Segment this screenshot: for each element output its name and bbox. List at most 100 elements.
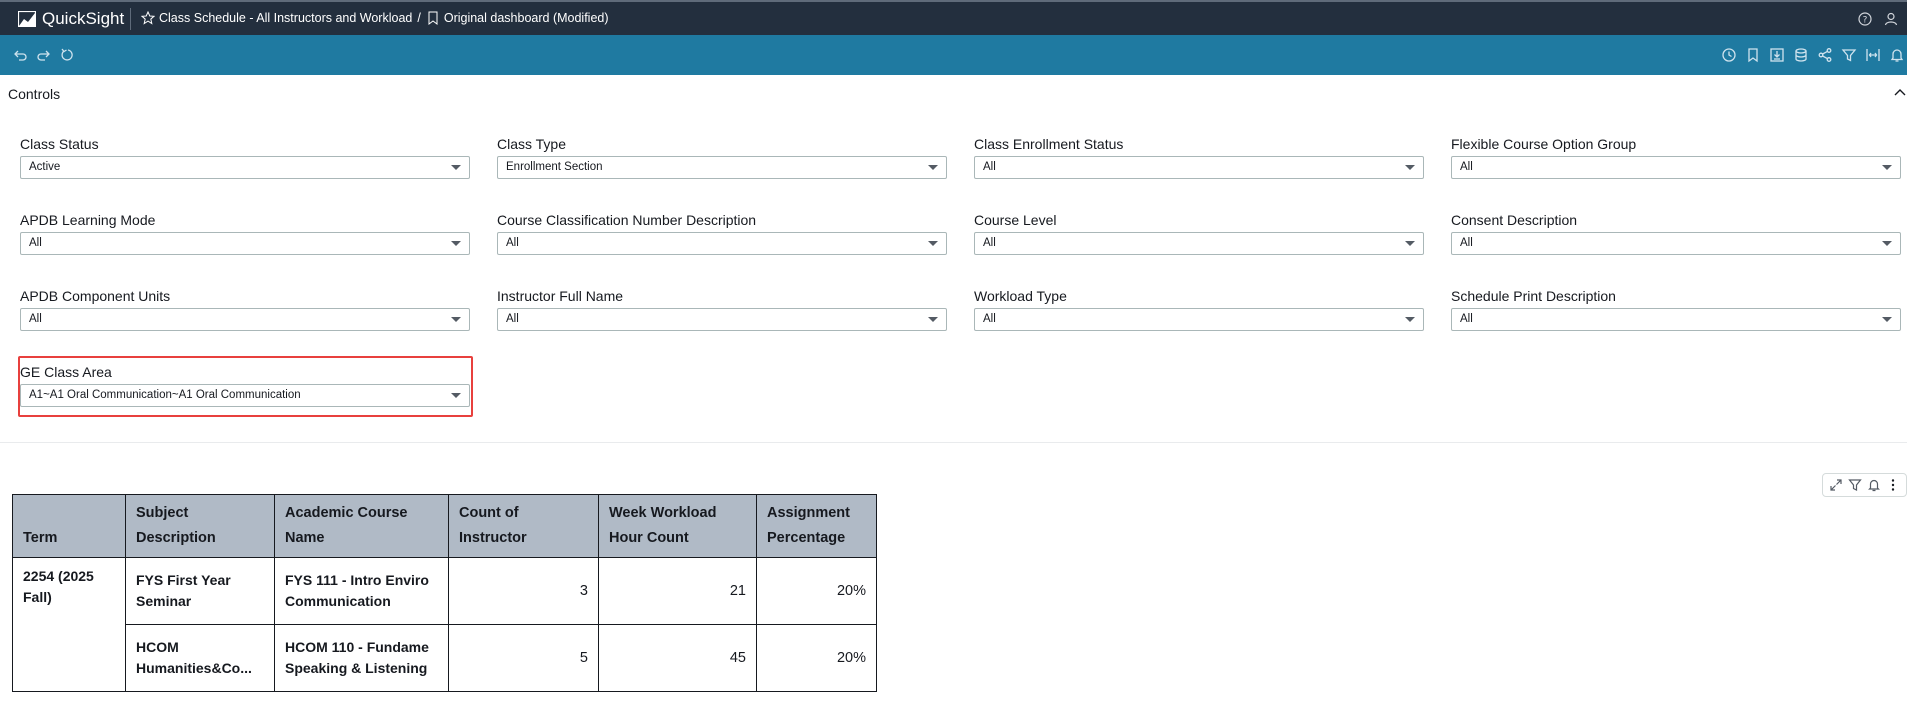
svg-text:?: ? <box>1863 16 1868 26</box>
course-level-dropdown[interactable]: All <box>974 232 1424 255</box>
control-label: Workload Type <box>974 288 1067 304</box>
table-row: 2254 (2025 Fall) FYS First Year Seminar … <box>12 557 877 692</box>
dropdown-caret-icon <box>928 317 938 322</box>
download-icon[interactable] <box>1769 47 1785 63</box>
count-cell[interactable]: 5 <box>448 624 599 692</box>
class-enrollment-status-dropdown[interactable]: All <box>974 156 1424 179</box>
dropdown-caret-icon <box>1882 317 1892 322</box>
dropdown-caret-icon <box>451 393 461 398</box>
dropdown-caret-icon <box>1882 165 1892 170</box>
dropdown-caret-icon <box>1405 241 1415 246</box>
selected-value: All <box>1460 313 1473 325</box>
control-label: Course Level <box>974 212 1057 228</box>
column-header-week-workload-hour-count[interactable]: Week Workload Hour Count <box>598 494 757 558</box>
alert-icon[interactable] <box>1889 47 1905 63</box>
schedule-print-description-dropdown[interactable]: All <box>1451 308 1901 331</box>
assignment-cell[interactable]: 20% <box>756 557 877 625</box>
database-icon[interactable] <box>1793 47 1809 63</box>
table-row: HCOM Humanities&Co... HCOM 110 - Fundame… <box>13 624 877 692</box>
control-workload-type: Workload Type All <box>974 287 1424 331</box>
reset-icon[interactable] <box>60 47 76 63</box>
column-header-subject-description[interactable]: Subject Description <box>125 494 275 558</box>
course-cell[interactable]: FYS 111 - Intro Enviro Communication <box>274 557 449 625</box>
history-icon[interactable] <box>1721 47 1737 63</box>
dropdown-caret-icon <box>928 165 938 170</box>
analysis-title[interactable]: Class Schedule - All Instructors and Wor… <box>159 11 413 25</box>
control-label: Consent Description <box>1451 212 1578 228</box>
user-icon[interactable] <box>1883 11 1899 27</box>
control-label: Instructor Full Name <box>497 288 624 304</box>
subject-cell[interactable]: HCOM Humanities&Co... <box>125 624 275 692</box>
share-icon[interactable] <box>1817 47 1833 63</box>
help-icon[interactable]: ? <box>1857 11 1873 27</box>
control-course-level: Course Level All <box>974 211 1424 255</box>
pivot-table: Term Subject Description Academic Course… <box>12 494 877 692</box>
selected-value: All <box>506 313 519 325</box>
column-header-count-of-instructor[interactable]: Count of Instructor <box>448 494 599 558</box>
control-label: Schedule Print Description <box>1451 288 1616 304</box>
alert-icon[interactable] <box>1867 478 1881 492</box>
control-label: Flexible Course Option Group <box>1451 136 1637 152</box>
control-label: APDB Component Units <box>20 288 171 304</box>
star-icon[interactable] <box>141 11 155 25</box>
collapse-chevron-icon[interactable] <box>1893 86 1907 100</box>
control-apdb-learning-mode: APDB Learning Mode All <box>20 211 470 255</box>
ge-class-area-dropdown[interactable]: A1~A1 Oral Communication~A1 Oral Communi… <box>20 384 470 407</box>
table-header-row: Term Subject Description Academic Course… <box>12 494 877 558</box>
dropdown-caret-icon <box>1882 241 1892 246</box>
instructor-full-name-dropdown[interactable]: All <box>497 308 947 331</box>
subject-cell[interactable]: FYS First Year Seminar <box>125 557 275 625</box>
control-label: Course Classification Number Description <box>497 212 757 228</box>
app-name: QuickSight <box>42 9 125 28</box>
class-status-dropdown[interactable]: Active <box>20 156 470 179</box>
column-header-term[interactable]: Term <box>12 494 126 558</box>
bookmark-icon <box>428 11 438 25</box>
bookmark-icon[interactable] <box>1745 47 1761 63</box>
consent-description-dropdown[interactable]: All <box>1451 232 1901 255</box>
workload-type-dropdown[interactable]: All <box>974 308 1424 331</box>
selected-value: All <box>983 237 996 249</box>
selected-value: All <box>1460 237 1473 249</box>
selected-value: All <box>29 313 42 325</box>
apdb-learning-mode-dropdown[interactable]: All <box>20 232 470 255</box>
flexible-course-option-group-dropdown[interactable]: All <box>1451 156 1901 179</box>
course-cell[interactable]: HCOM 110 - Fundame Speaking & Listening <box>274 624 449 692</box>
expand-icon[interactable] <box>1829 478 1843 492</box>
class-type-dropdown[interactable]: Enrollment Section <box>497 156 947 179</box>
apdb-component-units-dropdown[interactable]: All <box>20 308 470 331</box>
quicksight-chart-icon <box>18 11 36 27</box>
more-menu-icon[interactable] <box>1886 478 1900 492</box>
column-header-academic-course-name[interactable]: Academic Course Name <box>274 494 449 558</box>
control-instructor-full-name: Instructor Full Name All <box>497 287 947 331</box>
selected-value: All <box>983 161 996 173</box>
selected-value: Active <box>29 161 61 173</box>
course-classification-dropdown[interactable]: All <box>497 232 947 255</box>
control-label: Class Status <box>20 136 99 152</box>
undo-icon[interactable] <box>12 47 28 63</box>
redo-icon[interactable] <box>36 47 52 63</box>
selected-value: All <box>1460 161 1473 173</box>
dropdown-caret-icon <box>928 241 938 246</box>
sheet-title[interactable]: Original dashboard (Modified) <box>443 11 609 25</box>
quicksight-logo[interactable]: QuickSight <box>18 9 124 29</box>
assignment-cell[interactable]: 20% <box>756 624 877 692</box>
workload-cell[interactable]: 21 <box>598 557 757 625</box>
workload-cell[interactable]: 45 <box>598 624 757 692</box>
filter-icon[interactable] <box>1841 47 1857 63</box>
fit-width-icon[interactable] <box>1865 47 1881 63</box>
breadcrumb: Class Schedule - All Instructors and Wor… <box>141 11 609 25</box>
count-cell[interactable]: 3 <box>448 557 599 625</box>
column-header-assignment-percentage[interactable]: Assignment Percentage <box>756 494 877 558</box>
control-consent-description: Consent Description All <box>1451 211 1901 255</box>
section-divider <box>0 442 1907 443</box>
filter-icon[interactable] <box>1848 478 1862 492</box>
control-class-type: Class Type Enrollment Section <box>497 135 947 179</box>
dropdown-caret-icon <box>1405 165 1415 170</box>
nav-separator <box>130 8 131 30</box>
selected-value: All <box>983 313 996 325</box>
control-ge-class-area: GE Class Area A1~A1 Oral Communication~A… <box>20 363 470 407</box>
selected-value: All <box>506 237 519 249</box>
control-label: GE Class Area <box>20 364 112 380</box>
term-cell[interactable]: 2254 (2025 Fall) <box>12 557 126 692</box>
control-schedule-print-description: Schedule Print Description All <box>1451 287 1901 331</box>
